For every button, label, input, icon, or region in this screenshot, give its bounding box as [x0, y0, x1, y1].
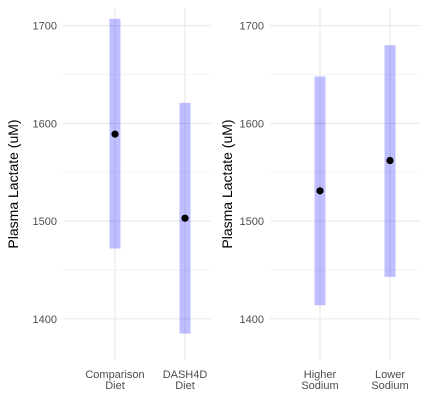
estimate-point	[316, 187, 324, 195]
x-tick-label: Diet	[105, 380, 125, 392]
y-tick-label: 1600	[240, 118, 264, 130]
x-tick-label: Lower	[375, 369, 405, 381]
estimate-point	[111, 130, 119, 138]
estimate-point	[181, 214, 189, 222]
y-tick-label: 1500	[240, 216, 264, 228]
estimate-point	[386, 156, 394, 165]
y-tick-label: 1400	[33, 314, 57, 326]
y-tick-label: 1500	[33, 216, 57, 228]
chart-panel-2: 1400 1500 1600 1700 Plasma Lactate (uM) Highe…	[219, 8, 420, 392]
y-tick-label: 1400	[240, 314, 264, 326]
x-tick-label: Higher	[304, 369, 337, 381]
x-tick-label: DASH4D	[163, 369, 208, 381]
x-tick-label: Sodium	[371, 380, 408, 392]
x-tick-label: Diet	[175, 380, 195, 392]
y-tick-label: 1700	[33, 21, 57, 33]
y-axis-title: Plasma Lactate (uM)	[5, 119, 21, 248]
y-axis-title: Plasma Lactate (uM)	[219, 119, 235, 248]
x-tick-label: Sodium	[301, 380, 338, 392]
y-tick-label: 1600	[33, 118, 57, 130]
x-tick-label: Comparison	[85, 369, 144, 381]
chart-panel-1: 1400 1500 1600 1700 Plasma Lactate (uM) Compa…	[5, 8, 211, 392]
y-tick-label: 1700	[240, 21, 264, 33]
